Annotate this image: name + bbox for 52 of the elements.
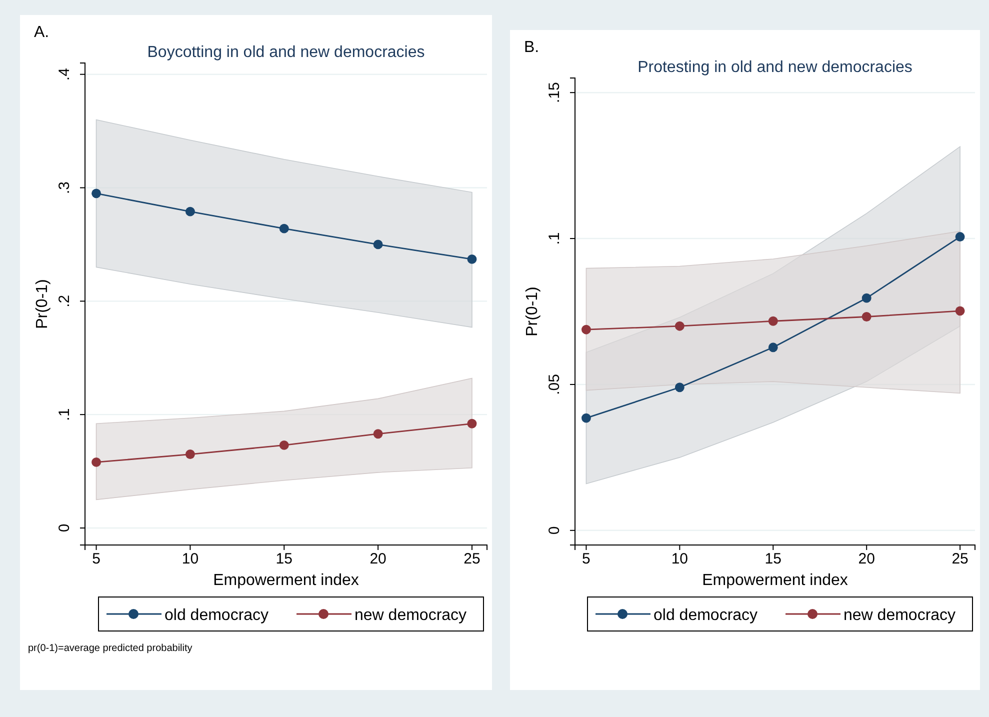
point [92, 458, 101, 467]
point [862, 312, 872, 322]
point [279, 224, 289, 234]
x-tick-label: 10 [182, 550, 199, 568]
point [279, 440, 289, 450]
x-tick-label: 15 [276, 550, 292, 568]
x-tick-label: 20 [370, 550, 386, 568]
point [185, 206, 195, 216]
point [674, 321, 684, 331]
point [467, 254, 477, 264]
x-tick-label: 5 [92, 550, 100, 568]
point [373, 429, 383, 439]
y-tick-label: .3 [56, 181, 73, 194]
legend-label: old democracy [164, 607, 269, 624]
x-tick-label: 25 [952, 550, 968, 568]
point [467, 418, 477, 428]
y-tick-label: .1 [546, 232, 563, 245]
point [955, 306, 965, 316]
x-tick-label: 10 [671, 550, 688, 568]
point [674, 382, 684, 392]
x-tick-label: 15 [764, 550, 782, 568]
point [581, 324, 591, 334]
y-tick-label: .15 [546, 82, 563, 104]
y-tick-label: 0 [546, 526, 563, 535]
point [92, 188, 101, 198]
text: pr(0-1)=average predicted probability [28, 643, 192, 654]
legend-label: new democracy [844, 607, 956, 624]
chart-title: Protesting in old and new democracies [638, 59, 912, 76]
point [581, 413, 591, 423]
chart-title: Boycotting in old and new democracies [147, 44, 425, 61]
x-axis-title: Empowerment index [213, 572, 359, 589]
y-tick-label: .1 [56, 408, 73, 421]
x-tick-label: 25 [464, 550, 480, 568]
y-tick-label: .4 [56, 68, 73, 81]
point [768, 316, 778, 326]
text: A. [34, 24, 50, 41]
y-axis-title: Pr(0-1) [524, 286, 541, 336]
legend-label: new democracy [354, 607, 467, 624]
x-tick-label: 5 [582, 550, 590, 568]
text: B. [524, 39, 540, 56]
y-axis-title: Pr(0-1) [34, 279, 51, 329]
y-tick-label: .05 [546, 374, 563, 395]
point [373, 240, 383, 250]
y-tick-label: 0 [56, 524, 73, 532]
point [185, 450, 195, 459]
legend-label: old democracy [654, 607, 758, 624]
point [768, 342, 778, 352]
point [862, 293, 872, 303]
y-tick-label: .2 [56, 294, 73, 308]
x-tick-label: 20 [858, 550, 875, 568]
x-axis-title: Empowerment index [702, 572, 848, 589]
point [955, 232, 965, 242]
